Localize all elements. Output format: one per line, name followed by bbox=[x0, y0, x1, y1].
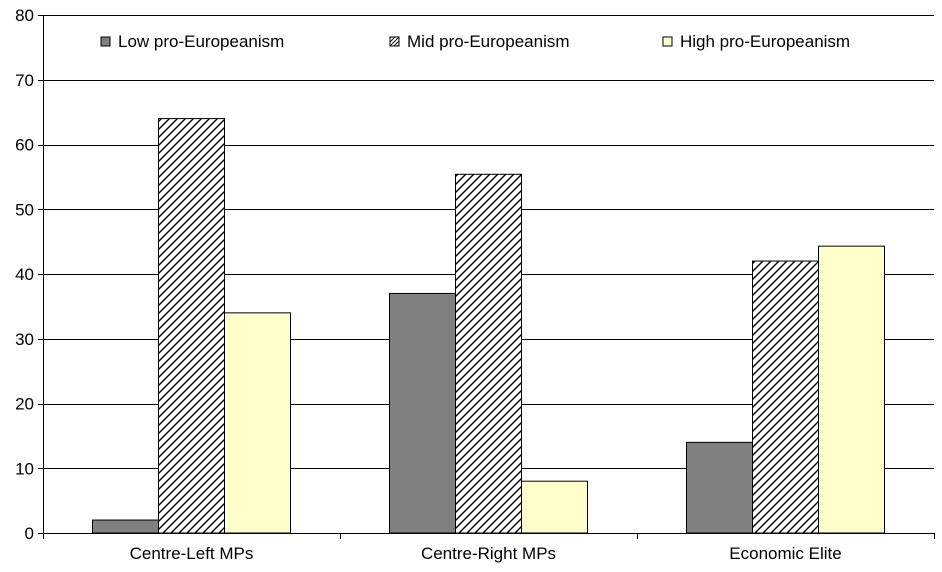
bar-low-2 bbox=[686, 441, 753, 534]
legend-label-high: High pro-Europeanism bbox=[680, 32, 850, 51]
y-tick-label-80: 80 bbox=[15, 6, 34, 25]
axes bbox=[38, 15, 935, 539]
category-label-2: Economic Elite bbox=[729, 544, 841, 563]
bar-high-0 bbox=[224, 312, 291, 534]
legend-label-low: Low pro-Europeanism bbox=[118, 32, 284, 51]
y-tick-label-10: 10 bbox=[15, 459, 34, 478]
bar-high-2 bbox=[818, 245, 885, 534]
bar-mid-1 bbox=[455, 173, 522, 534]
legend-swatch-high bbox=[662, 36, 673, 47]
y-tick-label-70: 70 bbox=[15, 71, 34, 90]
legend-label-mid: Mid pro-Europeanism bbox=[407, 32, 570, 51]
legend-swatch-low bbox=[100, 36, 111, 47]
bar-low-0 bbox=[92, 519, 159, 534]
bar-low-1 bbox=[389, 292, 456, 534]
legend-swatch-mid bbox=[389, 36, 400, 47]
x-axis-category-labels: Centre-Left MPs Centre-Right MPs Economic … bbox=[130, 544, 842, 563]
bars bbox=[92, 118, 885, 534]
bar-mid-0 bbox=[158, 118, 225, 534]
y-tick-label-60: 60 bbox=[15, 136, 34, 155]
category-label-1: Centre-Right MPs bbox=[421, 544, 556, 563]
category-label-0: Centre-Left MPs bbox=[130, 544, 254, 563]
bar-high-1 bbox=[521, 480, 588, 534]
y-tick-label-30: 30 bbox=[15, 330, 34, 349]
legend: Low pro-Europeanism Mid pro-Europeanism Hi… bbox=[100, 32, 850, 51]
y-tick-label-20: 20 bbox=[15, 395, 34, 414]
bar-mid-2 bbox=[752, 260, 819, 534]
y-axis-tick-labels: 0 10 20 30 40 50 60 70 80 bbox=[15, 6, 34, 543]
y-tick-label-50: 50 bbox=[15, 200, 34, 219]
y-tick-label-40: 40 bbox=[15, 265, 34, 284]
y-tick-label-0: 0 bbox=[25, 524, 34, 543]
